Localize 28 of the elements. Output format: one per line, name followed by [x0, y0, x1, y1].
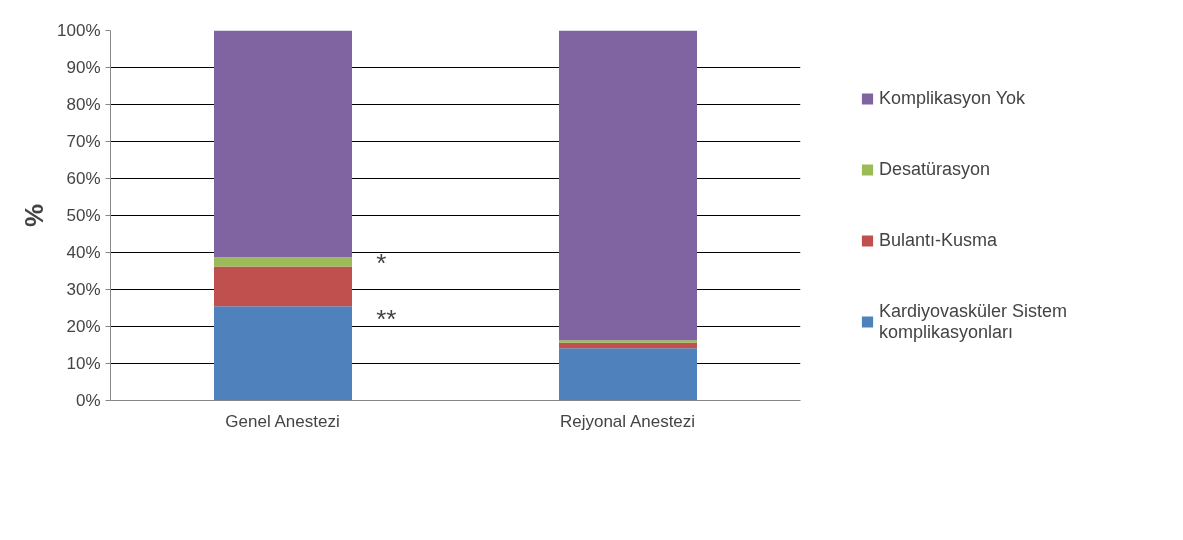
y-tick-label: 20% [66, 317, 101, 336]
y-tick-label: 0% [75, 391, 101, 410]
y-tick-label: 40% [66, 243, 101, 262]
y-tick-label: 50% [66, 206, 101, 225]
annotation: * [376, 248, 387, 279]
y-tick-label: 30% [66, 280, 101, 299]
legend-label: Desatürasyon [879, 158, 991, 180]
legend-label: Komplikasyon Yok [879, 87, 1026, 109]
bar [559, 342, 697, 349]
bar [559, 30, 697, 341]
y-tick-label: 70% [66, 132, 101, 151]
legend-label: Bulantı-Kusma [879, 229, 998, 251]
y-tick-label: 80% [66, 95, 101, 114]
bar [214, 30, 352, 258]
y-tick-label: 10% [66, 354, 101, 373]
legend-label: Kardiyovasküler Sistem komplikasyonları [879, 300, 1068, 343]
y-tick-label: 90% [66, 58, 101, 77]
y-tick-label: 100% [57, 21, 101, 40]
annotation: ** [376, 303, 397, 334]
y-tick-label: 60% [66, 169, 101, 188]
bar [214, 306, 352, 401]
bar [559, 340, 697, 343]
bar [559, 348, 697, 401]
bar [214, 257, 352, 267]
bar [214, 266, 352, 307]
x-tick-label: Genel Anestezi [225, 411, 340, 431]
x-tick-label: Rejyonal Anestezi [559, 411, 696, 431]
y-axis-title: % [19, 203, 50, 228]
